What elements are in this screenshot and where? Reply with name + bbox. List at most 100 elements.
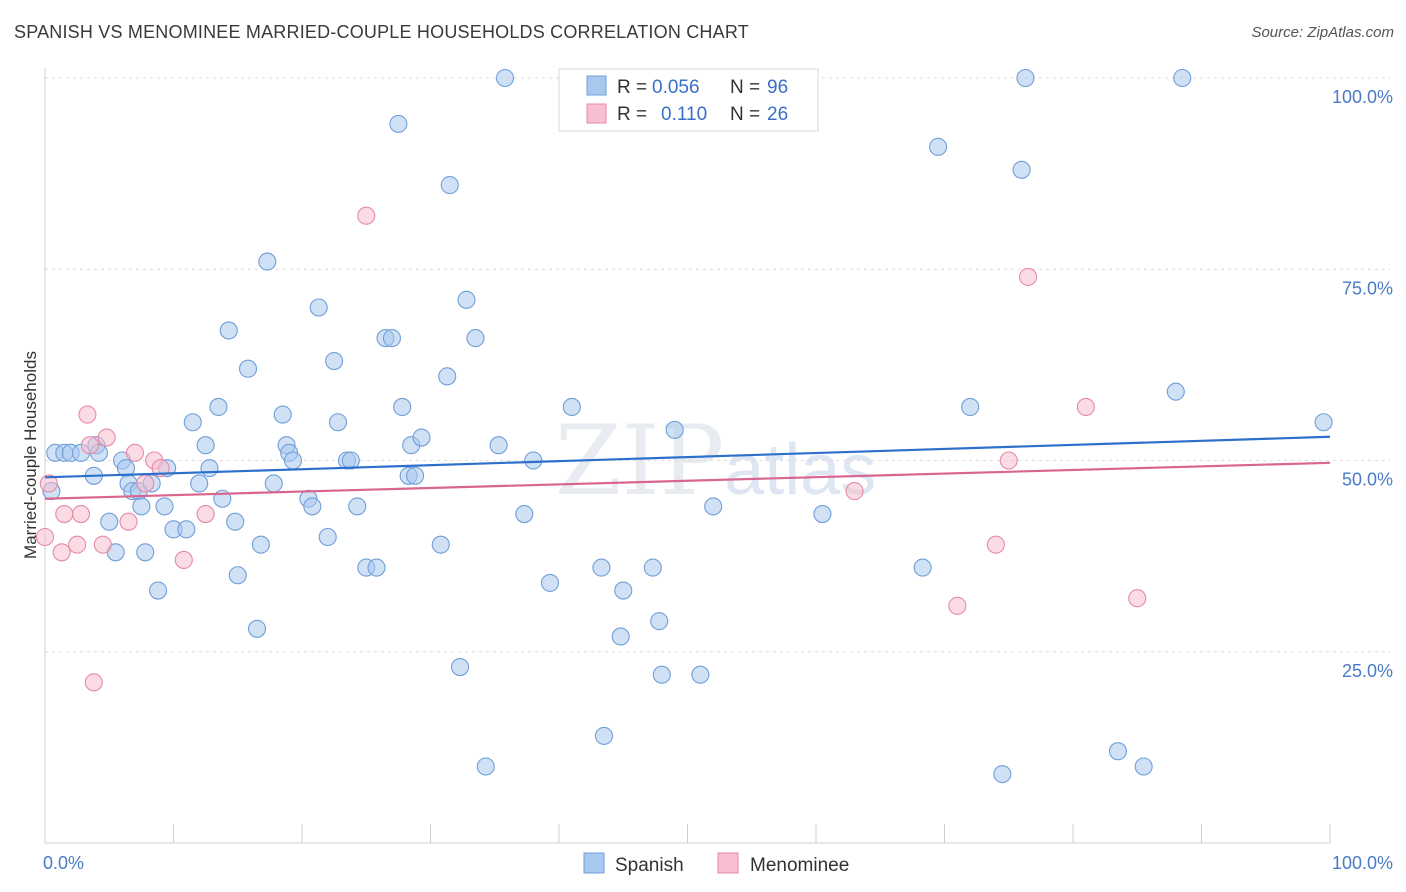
y-axis-label: Married-couple Households — [21, 351, 40, 559]
data-point — [614, 581, 633, 600]
data-point — [562, 397, 581, 417]
data-point — [348, 497, 367, 516]
y-tick-label: 50.0% — [1342, 470, 1393, 490]
legend-r-value: 0.110 — [661, 104, 707, 125]
data-point — [238, 359, 258, 378]
data-point — [367, 558, 386, 577]
data-point — [264, 474, 283, 493]
data-point — [393, 397, 412, 417]
bottom-legend-swatch-menominee — [717, 852, 739, 874]
data-point — [451, 657, 470, 677]
data-point — [524, 451, 543, 470]
data-point — [665, 420, 684, 439]
data-point — [986, 535, 1005, 554]
data-point — [39, 474, 58, 493]
data-point — [389, 114, 408, 133]
data-point — [151, 459, 170, 478]
data-point — [149, 581, 168, 600]
data-point — [283, 451, 303, 470]
legend-r-label: R = — [617, 104, 647, 125]
data-point — [993, 765, 1012, 784]
legend-n-value: 96 — [767, 77, 788, 98]
data-point — [119, 512, 138, 531]
bottom-legend-swatch-spanish — [583, 852, 605, 874]
data-point — [1128, 589, 1147, 608]
data-point — [84, 673, 103, 692]
trendline-spanish — [44, 435, 1331, 479]
bottom-legend: Spanish Menominee — [583, 852, 849, 876]
legend: R = 0.056 N = 96 R = 0.110 N = 26 — [558, 68, 819, 132]
data-point — [406, 466, 425, 485]
data-point — [196, 504, 215, 524]
x-tick-labels: 0.0% 100.0% — [43, 853, 1393, 873]
data-point — [125, 443, 144, 462]
data-point — [247, 619, 267, 638]
bottom-legend-label-spanish: Spanish — [615, 855, 684, 876]
data-point — [325, 351, 344, 371]
data-point — [476, 757, 495, 776]
y-tick-labels: 100.0% 75.0% 50.0% 25.0% — [1332, 87, 1393, 681]
data-point — [132, 497, 151, 516]
data-point — [1018, 267, 1038, 286]
chart-source: Source: ZipAtlas.com — [1251, 24, 1394, 41]
data-point — [948, 596, 967, 615]
bottom-legend-label-menominee: Menominee — [750, 855, 849, 876]
x-tick-label: 0.0% — [43, 853, 84, 873]
series-spanish — [42, 68, 1333, 784]
legend-swatch-spanish — [586, 75, 607, 96]
data-point — [318, 527, 337, 547]
data-point — [913, 558, 932, 577]
data-point — [200, 459, 219, 478]
data-point — [929, 137, 948, 156]
data-point — [258, 252, 277, 271]
data-point — [273, 405, 292, 424]
data-point — [961, 397, 980, 417]
data-point — [592, 558, 611, 577]
data-point — [190, 474, 209, 493]
legend-r-value: 0.056 — [652, 77, 700, 98]
data-point — [438, 367, 457, 386]
axes — [44, 68, 1331, 844]
data-point — [303, 497, 322, 516]
data-point — [457, 290, 476, 309]
data-point — [652, 665, 671, 684]
legend-n-label: N = — [730, 77, 760, 98]
data-point — [412, 428, 431, 447]
data-point — [495, 68, 515, 88]
data-point — [100, 512, 119, 531]
data-point — [515, 504, 534, 524]
data-point — [440, 176, 459, 195]
data-point — [489, 436, 508, 455]
data-point — [691, 665, 710, 684]
data-point — [999, 451, 1018, 470]
data-point — [845, 482, 864, 501]
trendline-menominee — [44, 461, 1331, 500]
data-point — [209, 397, 228, 417]
data-point — [226, 512, 245, 531]
data-point — [136, 474, 155, 493]
data-point — [309, 298, 328, 317]
data-points — [35, 68, 1333, 784]
data-point — [52, 543, 71, 562]
data-point — [1108, 742, 1128, 761]
data-point — [643, 558, 662, 577]
data-point — [328, 413, 348, 432]
trendlines — [44, 435, 1331, 500]
data-point — [93, 535, 112, 554]
legend-n-value: 26 — [767, 104, 788, 125]
data-point — [35, 527, 55, 547]
data-point — [1016, 68, 1035, 88]
data-point — [1076, 397, 1095, 417]
legend-r-label: R = — [617, 77, 647, 98]
data-point — [357, 206, 376, 225]
data-point — [183, 413, 202, 432]
data-point — [813, 504, 832, 524]
data-point — [174, 550, 193, 570]
data-point — [1166, 382, 1185, 401]
data-point — [55, 504, 74, 524]
data-point — [466, 329, 485, 348]
y-tick-label: 100.0% — [1332, 87, 1393, 107]
data-point — [540, 573, 560, 592]
data-point — [177, 520, 196, 539]
